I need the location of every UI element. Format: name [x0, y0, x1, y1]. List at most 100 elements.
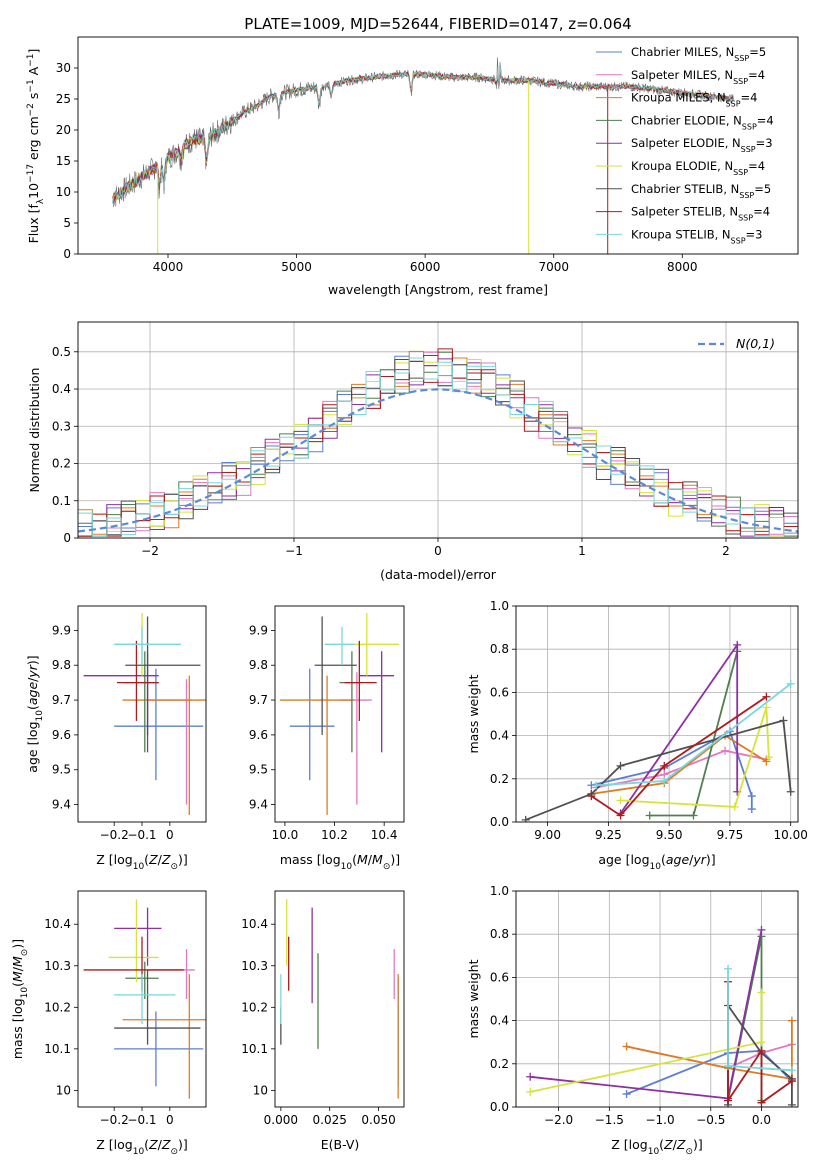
y-tick-label: 10.1 [44, 1042, 71, 1056]
weight-marker-salpeter-stelib [587, 792, 596, 801]
weight-marker-salpeter-stelib [616, 811, 625, 820]
weight-marker-chabrier-stelib [787, 1100, 796, 1107]
y-tick-label: 10.4 [241, 917, 268, 931]
y-tick-label: 10.2 [44, 1000, 71, 1014]
y-tick-label: 0.1 [52, 494, 71, 508]
weight-marker-salpeter-elodie [733, 640, 742, 649]
y-tick-label: 0 [63, 531, 71, 545]
x-tick-label: −2.0 [544, 1113, 573, 1127]
label-part: Flux [f [26, 204, 41, 244]
plot-area [521, 640, 795, 822]
weight-marker-salpeter-stelib [787, 1077, 796, 1086]
legend-nssp: =4 [748, 159, 765, 173]
age-vs-metallicity-panel: −0.2−0.1 09.49.59.69.79.89.9Z [log10(Z/Z⊙… [25, 605, 207, 872]
label-part: / [368, 852, 373, 867]
y-tick-label: 10 [56, 185, 71, 199]
weight-marker-kroupa-stelib [660, 776, 669, 785]
label-part: ( [352, 852, 357, 867]
y-tick-label: 1.0 [490, 599, 509, 613]
x-tick-label: 7000 [538, 260, 569, 274]
figure-title: PLATE=1009, MJD=52644, FIBERID=0147, z=0… [244, 15, 631, 33]
y-tick-label: 9.8 [52, 658, 71, 672]
weight-marker-kroupa-miles [787, 1016, 796, 1025]
label-part: ⊙ [685, 1147, 693, 1157]
x-tick-label: 9.50 [656, 828, 683, 842]
label-part: / [689, 852, 694, 867]
weight-marker-salpeter-stelib [762, 692, 771, 701]
label-part: ( [144, 852, 149, 867]
legend-label-salpeter-miles: Salpeter MILES, NSSP=4 [631, 68, 765, 86]
label-part: Z [676, 1137, 686, 1152]
weight-vs-metallicity-panel: −2.0 −1.5 −1.0 −0.5 0.0 0.0 0.2 0.4 0.6 0.8 1.0 Z [… [466, 884, 799, 1157]
label-part: )] [178, 852, 188, 867]
model-line-kroupa-stelib [112, 65, 734, 204]
axes-frame [77, 321, 799, 539]
legend-model: Kroupa ELODIE, N [631, 159, 733, 173]
weight-marker-kroupa-miles [762, 757, 771, 766]
weight-line-chabrier-elodie [649, 651, 739, 817]
y-tick-label: 0.5 [52, 345, 71, 359]
label-part: / [673, 1137, 678, 1152]
label-part: )] [178, 1137, 188, 1152]
legend-label-kroupa-miles: Kroupa MILES, NSSP=4 [631, 91, 757, 109]
y-tick-label: 10 [253, 1083, 268, 1097]
weight-marker-kroupa-elodie [764, 753, 773, 762]
label-part: ⊙ [170, 1147, 178, 1157]
weight-marker-salpeter-stelib [757, 1098, 766, 1107]
label-part: −17 [26, 164, 36, 183]
y-tick-label: 0.6 [490, 970, 509, 984]
label-part: / [25, 677, 40, 682]
label-part: −2 [26, 103, 36, 116]
x-tick-label: 0.0 [752, 1113, 771, 1127]
label-part: ( [144, 1137, 149, 1152]
weight-marker-kroupa-elodie [757, 988, 766, 997]
y-tick-label: 0.4 [490, 729, 509, 743]
weight-line-salpeter-elodie [530, 929, 763, 1100]
y-axis-label: age [log10(age/yr)] [25, 655, 45, 772]
label-part: Z [log [96, 852, 132, 867]
label-part: age [666, 852, 690, 867]
x-axis-label: wavelength [Angstrom, rest frame] [328, 282, 548, 297]
label-part: Z [148, 1137, 158, 1152]
legend-label-chabrier-stelib: Chabrier STELIB, NSSP=5 [631, 182, 771, 200]
y-tick-label: 10 [56, 1083, 71, 1097]
weight-marker-chabrier-stelib [786, 787, 795, 796]
legend-label-chabrier-miles: Chabrier MILES, NSSP=5 [631, 45, 766, 63]
y-tick-label: 0.3 [52, 419, 71, 433]
weight-marker-kroupa-elodie [526, 1087, 535, 1096]
label-part: mass [log [280, 852, 341, 867]
normal-reference-curve [78, 388, 798, 533]
y-axis-label: Normed distribution [27, 368, 42, 493]
y-tick-label: 9.5 [52, 763, 71, 777]
y-tick-label: 10.1 [241, 1042, 268, 1056]
x-tick-label: −0.2 [100, 1113, 129, 1127]
label-part: M [10, 956, 25, 967]
label-part: erg cm [26, 116, 41, 164]
x-tick-label: 9.00 [534, 828, 561, 842]
legend-nssp: =5 [754, 182, 771, 196]
label-part: M [357, 852, 368, 867]
y-tick-label: 10.3 [44, 959, 71, 973]
x-axis-label: mass [log10(M/M⊙)] [280, 852, 400, 872]
y-tick-label: 1.0 [490, 884, 509, 898]
weight-marker-kroupa-elodie [730, 802, 739, 811]
x-tick-label: 10.2 [321, 828, 348, 842]
x-tick-label: 6000 [410, 260, 441, 274]
label-part: 10 [133, 862, 145, 872]
label-part: 10 [26, 183, 41, 199]
y-tick-label: 0.4 [490, 1014, 509, 1028]
plot-area [78, 348, 798, 537]
plot-area [112, 57, 734, 254]
legend-model: Kroupa STELIB, N [631, 227, 731, 241]
y-tick-label: 9.9 [249, 623, 268, 637]
mass-vs-ebv-panel: 0.000 0.025 0.050 10 10.1 10.2 10.3 10.4 E(B-V) [241, 890, 405, 1152]
label-part: ⊙ [383, 862, 391, 872]
x-tick-label: −0.2 [100, 828, 129, 842]
y-tick-label: 5 [63, 216, 71, 230]
x-tick-label: −0.1 [127, 1113, 156, 1127]
x-tick-label: −1 [285, 544, 303, 558]
label-part: ( [25, 705, 40, 710]
x-tick-label: 0.000 [264, 1113, 298, 1127]
label-part: Z [log [96, 1137, 132, 1152]
y-tick-label: 9.8 [249, 658, 268, 672]
